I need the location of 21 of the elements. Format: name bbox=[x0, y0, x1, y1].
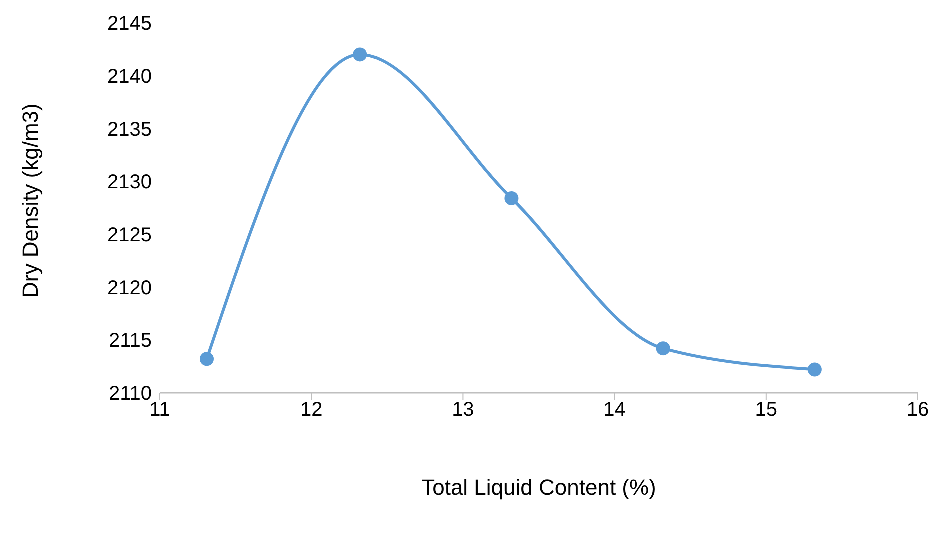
x-tick-label: 13 bbox=[452, 399, 474, 422]
x-axis-title: Total Liquid Content (%) bbox=[422, 475, 656, 500]
point bbox=[504, 191, 519, 206]
y-tick-label: 2110 bbox=[108, 383, 152, 406]
x-tick-label: 16 bbox=[906, 399, 930, 422]
point bbox=[808, 362, 822, 377]
x-tick-label: 12 bbox=[300, 399, 323, 422]
point bbox=[353, 48, 368, 62]
y-tick-label: 2140 bbox=[108, 66, 152, 88]
point bbox=[200, 352, 214, 366]
x-tick-label: 11 bbox=[150, 399, 170, 422]
y-tick-label: 2120 bbox=[108, 277, 152, 300]
y-tick-label: 2130 bbox=[108, 172, 152, 194]
y-tick-label: 2135 bbox=[108, 118, 152, 141]
y-tick-label: 2125 bbox=[108, 224, 152, 247]
x-tick-label: 14 bbox=[604, 399, 626, 422]
y-axis-title: Dry Density (kg/m3) bbox=[18, 104, 43, 298]
y-tick-label: 2145 bbox=[108, 13, 152, 36]
x-tick-label: 15 bbox=[755, 399, 778, 422]
y-tick-label: 2115 bbox=[108, 330, 152, 352]
point bbox=[656, 342, 670, 356]
